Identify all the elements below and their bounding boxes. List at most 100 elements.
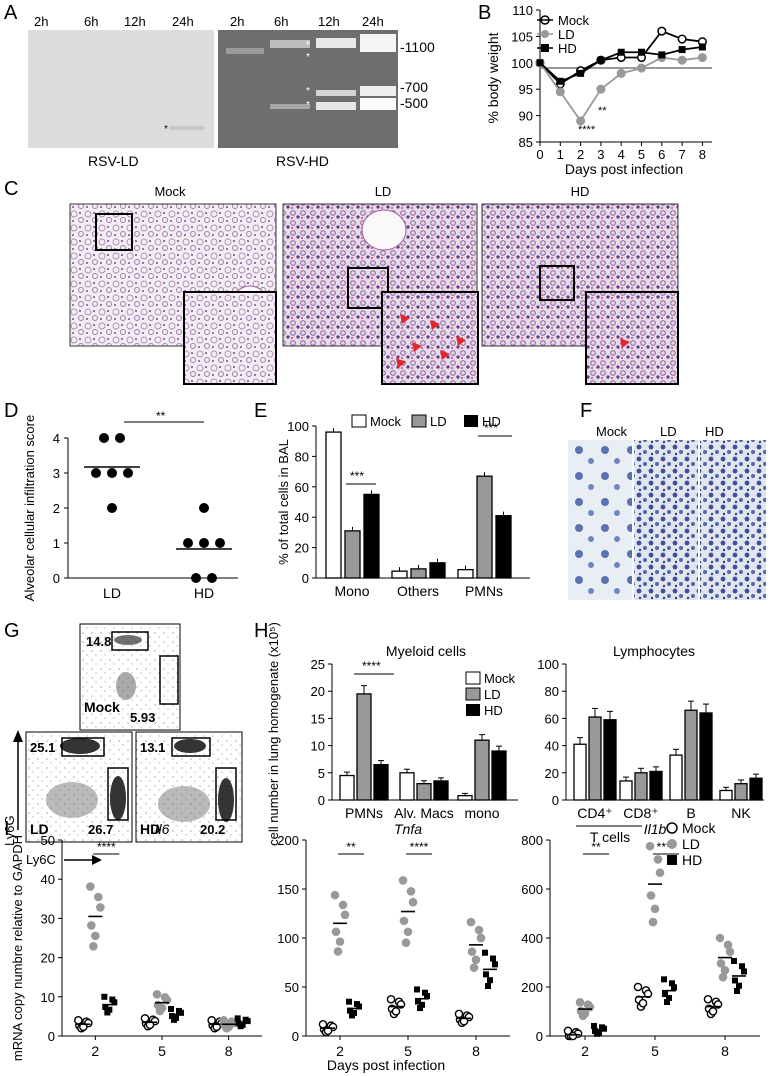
data-point bbox=[96, 903, 105, 912]
panel-i: mRNA copy numbre relative to GAPDH Days … bbox=[10, 820, 760, 1073]
bar-mock bbox=[399, 772, 415, 801]
gate-value: 13.1 bbox=[140, 740, 165, 755]
population bbox=[116, 672, 136, 700]
data-point bbox=[677, 34, 687, 44]
data-point bbox=[219, 1016, 228, 1025]
airway bbox=[361, 209, 407, 251]
y-tick-label: 105 bbox=[511, 29, 533, 44]
data-point bbox=[617, 48, 625, 56]
legend-marker-ld bbox=[667, 839, 677, 849]
population bbox=[114, 635, 142, 645]
arrowhead bbox=[396, 358, 406, 368]
y-tick-label: 3 bbox=[53, 466, 60, 481]
data-point bbox=[398, 876, 408, 885]
data-point bbox=[408, 897, 418, 907]
data-point bbox=[638, 48, 645, 56]
flow-plot-title: LD bbox=[30, 821, 49, 837]
data-point bbox=[207, 573, 217, 583]
y-tick-label: 0 bbox=[302, 571, 309, 586]
data-point bbox=[483, 971, 489, 978]
lane-label: 6h bbox=[274, 14, 288, 29]
arrowhead bbox=[440, 350, 450, 360]
data-point bbox=[636, 63, 647, 73]
data-point bbox=[346, 998, 352, 1005]
data-point bbox=[331, 927, 341, 937]
panel-h: cell number in lung homogenate (x10⁵) My… bbox=[266, 622, 764, 846]
gate bbox=[107, 767, 129, 821]
panel-label-h: H bbox=[254, 620, 269, 642]
x-tick-label: 2 bbox=[577, 147, 584, 162]
category-label: PMNs bbox=[465, 583, 503, 599]
data-point bbox=[356, 1003, 362, 1010]
data-point bbox=[698, 43, 706, 51]
legend-mock: Mock bbox=[558, 13, 590, 28]
y-tick-label: 0 bbox=[552, 793, 559, 808]
bar-mock bbox=[457, 568, 474, 579]
panel-label-a: A bbox=[4, 2, 18, 24]
y-tick-label: 90 bbox=[519, 109, 533, 124]
gel-band bbox=[316, 102, 356, 110]
data-point bbox=[74, 1016, 83, 1025]
zoom-box bbox=[539, 265, 575, 301]
legend-mock: Mock bbox=[682, 820, 716, 836]
data-point bbox=[703, 994, 713, 1004]
bar-ld bbox=[474, 739, 490, 801]
y-axis-label-text: mRNA copy numbre relative to GAPDH bbox=[10, 835, 25, 1061]
cyto-title-mock: Mock bbox=[596, 424, 628, 439]
data-point bbox=[471, 955, 481, 964]
lane-label: 24h bbox=[172, 14, 194, 29]
data-point bbox=[191, 573, 201, 583]
legend-marker-hd bbox=[667, 855, 677, 865]
bar-ld bbox=[734, 783, 748, 801]
x-tick-label: 2 bbox=[336, 1043, 344, 1059]
data-point bbox=[666, 995, 672, 1002]
gel-ld-caption: RSV-LD bbox=[88, 153, 139, 169]
data-point bbox=[655, 868, 665, 878]
bar-ld bbox=[476, 475, 493, 579]
data-point bbox=[650, 904, 660, 914]
gel-hd-mark: * bbox=[306, 52, 310, 63]
y-tick-label: 20 bbox=[295, 541, 309, 556]
y-tick-label: 15 bbox=[311, 711, 325, 726]
bar-hd bbox=[649, 770, 663, 801]
x-tick-label: 4 bbox=[618, 147, 625, 162]
category-label: CD8⁺ bbox=[623, 805, 658, 821]
x-tick-label: 5 bbox=[638, 147, 645, 162]
zoom-box bbox=[347, 267, 389, 309]
data-point bbox=[697, 52, 707, 63]
gel-hd-mark: * bbox=[306, 100, 310, 111]
data-point bbox=[716, 959, 726, 968]
data-point bbox=[577, 69, 585, 77]
category-label: HD bbox=[194, 585, 214, 601]
legend-swatch-hd bbox=[466, 704, 480, 716]
data-point bbox=[490, 955, 496, 962]
y-tick-label: 100 bbox=[287, 419, 309, 434]
legend-swatch-ld bbox=[465, 687, 481, 701]
y-tick-label: 0 bbox=[53, 571, 60, 586]
tcells-label: T cells bbox=[590, 829, 630, 845]
population bbox=[174, 739, 206, 753]
bar-hd bbox=[495, 515, 512, 579]
panel-f: Mock LD HD bbox=[568, 424, 766, 600]
panel-d-chart: Alveolar cellular infiltration score ** … bbox=[22, 409, 238, 601]
legend-ld: LD bbox=[558, 27, 575, 42]
myeloid-title: Myeloid cells bbox=[386, 643, 466, 659]
data-point bbox=[168, 1006, 174, 1013]
bar-ld bbox=[410, 568, 427, 579]
data-point bbox=[720, 966, 730, 975]
data-point bbox=[91, 931, 100, 941]
x-tick-label: 5 bbox=[651, 1043, 659, 1059]
data-point bbox=[111, 999, 118, 1006]
y-tick-label: 80 bbox=[545, 684, 559, 699]
legend-mock: Mock bbox=[484, 671, 516, 686]
arrowheads bbox=[396, 314, 630, 368]
annotation: ** bbox=[598, 105, 607, 117]
chart-title: Il1b bbox=[644, 821, 667, 837]
panel-label-b: B bbox=[478, 2, 492, 24]
panel-label-d: D bbox=[4, 400, 19, 422]
size-marker: -1100 bbox=[400, 39, 435, 55]
arrowhead bbox=[456, 336, 466, 346]
data-point bbox=[563, 1026, 573, 1036]
bar-hd bbox=[433, 780, 449, 801]
population bbox=[46, 782, 98, 818]
